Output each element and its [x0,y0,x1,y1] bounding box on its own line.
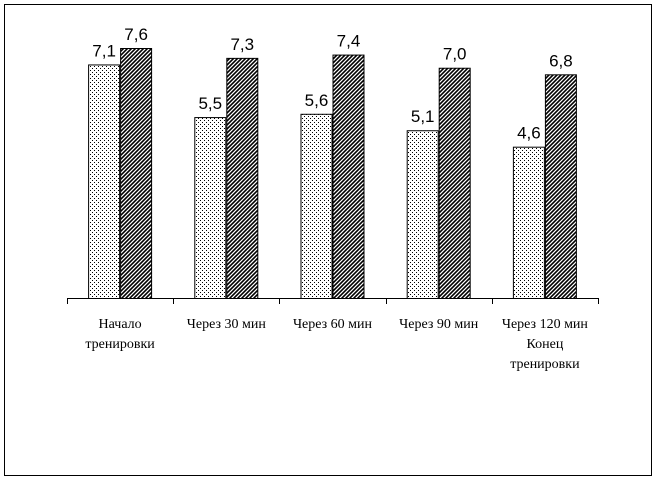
value-label-series-1-2: 5,5 [198,94,222,113]
bar-series-1-3 [300,113,333,299]
value-label-series-1-4: 5,1 [411,107,435,126]
value-label-series-1-5: 4,6 [517,124,541,143]
x-tick-label-5: Через 120 мин Конец тренировки [501,317,588,372]
value-labels: 7,1 7,6 5,5 7,3 5,6 7,4 5,1 7,0 4,6 6,8 [92,25,572,143]
bar-series-2-1 [120,48,153,299]
value-label-series-2-3: 7,4 [337,32,361,51]
value-label-series-2-4: 7,0 [443,45,467,64]
value-label-series-1-3: 5,6 [305,91,329,110]
bar-series-1-5 [512,146,545,299]
x-tick-label-2: Через 30 мин [186,317,266,332]
value-label-series-2-2: 7,3 [230,35,254,54]
bar-series-2-2 [226,57,259,299]
bar-series-2-3 [332,54,365,299]
chart-frame [4,4,652,476]
x-axis [67,298,599,304]
bar-series-1-4 [406,130,439,299]
bar-series-2-5 [544,74,577,299]
x-tick-label-3: Через 60 мин [292,317,373,332]
bars-layer [88,48,577,299]
value-label-series-2-1: 7,6 [124,25,148,44]
bar-series-1-1 [88,64,121,299]
value-label-series-2-5: 6,8 [549,51,573,70]
x-tick-label-1: Начало тренировки [85,317,155,352]
bar-series-1-2 [194,117,227,299]
value-label-series-1-1: 7,1 [92,41,116,60]
bar-series-2-4 [438,67,471,299]
x-tick-label-4: Через 90 мин [399,317,479,332]
